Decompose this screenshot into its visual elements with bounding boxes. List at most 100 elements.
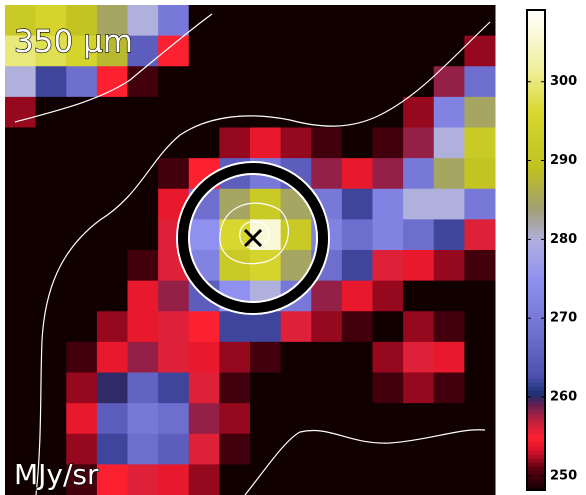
colorbar-segment <box>527 46 545 51</box>
pixel <box>433 280 465 312</box>
colorbar-segment <box>527 54 545 59</box>
colorbar-tick-label: 300 <box>550 74 577 89</box>
colorbar-segment <box>527 22 545 27</box>
pixel <box>464 311 496 343</box>
pixel <box>433 403 465 435</box>
pixel <box>158 403 190 435</box>
colorbar-segment <box>527 226 545 231</box>
pixel <box>35 35 67 67</box>
pixel <box>250 464 282 495</box>
pixel <box>35 158 67 190</box>
pixel <box>127 5 159 37</box>
colorbar-segment <box>527 402 545 407</box>
pixel <box>250 66 282 98</box>
colorbar-segment <box>527 78 545 83</box>
pixel <box>127 372 159 404</box>
colorbar-segment <box>527 146 545 151</box>
pixel <box>250 96 282 128</box>
colorbar-segment <box>527 114 545 119</box>
colorbar: 250 260 270 280 290 300 <box>526 9 577 491</box>
pixel <box>35 188 67 220</box>
pixel <box>96 372 128 404</box>
pixel <box>66 464 98 495</box>
pixel <box>464 403 496 435</box>
pixel <box>127 219 159 251</box>
colorbar-segment <box>527 358 545 363</box>
colorbar-segment <box>527 434 545 439</box>
pixel <box>403 188 435 220</box>
colorbar-segment <box>527 290 545 295</box>
colorbar-segment <box>527 126 545 131</box>
pixel <box>96 250 128 282</box>
pixel <box>35 280 67 312</box>
pixel <box>341 403 373 435</box>
colorbar-segment <box>527 94 545 99</box>
colorbar-segment <box>527 282 545 287</box>
pixel <box>372 66 404 98</box>
colorbar-segment <box>527 118 545 123</box>
pixel <box>66 372 98 404</box>
pixel <box>219 5 251 37</box>
colorbar-segment <box>527 386 545 391</box>
pixel <box>5 403 37 435</box>
pixel <box>372 464 404 495</box>
colorbar-segment <box>527 58 545 63</box>
pixel <box>96 96 128 128</box>
pixel <box>66 280 98 312</box>
pixel <box>372 158 404 190</box>
band-label: 350 μm <box>14 24 133 60</box>
pixel <box>433 341 465 373</box>
pixel <box>158 5 190 37</box>
pixel <box>158 66 190 98</box>
center-marker <box>243 228 263 248</box>
pixel <box>403 5 435 37</box>
colorbar-segment <box>527 306 545 311</box>
pixel <box>5 311 37 343</box>
colorbar-segment <box>527 370 545 375</box>
pixel <box>219 127 251 159</box>
colorbar-segment <box>527 350 545 355</box>
pixel <box>96 403 128 435</box>
colorbar-segment <box>527 430 545 435</box>
colorbar-tick-label: 270 <box>550 311 577 326</box>
pixel <box>341 311 373 343</box>
unit-label: MJy/sr <box>14 458 99 491</box>
colorbar-segment <box>527 334 545 339</box>
pixel <box>311 311 343 343</box>
pixel <box>96 66 128 98</box>
colorbar-segment <box>527 394 545 399</box>
pixel <box>5 280 37 312</box>
pixel <box>403 464 435 495</box>
pixel <box>66 66 98 98</box>
contour <box>239 221 270 249</box>
pixel <box>433 158 465 190</box>
pixel <box>96 219 128 251</box>
pixel <box>372 403 404 435</box>
pixel <box>372 250 404 282</box>
pixel <box>158 158 190 190</box>
colorbar-segment <box>527 10 545 15</box>
colorbar-segment <box>527 98 545 103</box>
pixel <box>127 464 159 495</box>
pixel <box>158 433 190 465</box>
colorbar-segment <box>527 294 545 299</box>
pixel <box>5 66 37 98</box>
pixel <box>96 127 128 159</box>
pixel <box>464 250 496 282</box>
contour <box>219 202 289 265</box>
pixel <box>403 96 435 128</box>
colorbar-segment <box>527 234 545 239</box>
colorbar-segment <box>527 366 545 371</box>
pixel <box>372 96 404 128</box>
pixel <box>188 464 220 495</box>
colorbar-segment <box>527 206 545 211</box>
pixel <box>403 219 435 251</box>
pixel <box>372 188 404 220</box>
colorbar-segment <box>527 66 545 71</box>
pixel <box>96 341 128 373</box>
pixel <box>372 280 404 312</box>
aperture-inner <box>188 173 318 303</box>
pixel <box>158 311 190 343</box>
pixel <box>188 35 220 67</box>
